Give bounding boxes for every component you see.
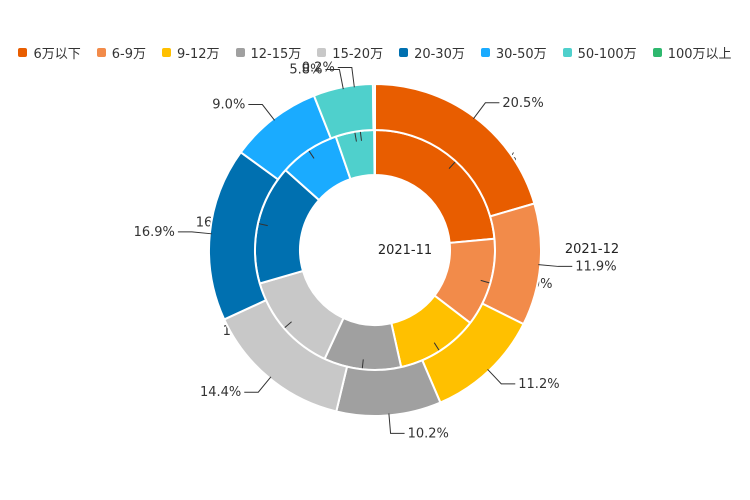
outer-ring-labels: 20.5% 11.9% 11.2% 10.2% 14.4% 16.9% 9.0% 5.8%0.… — [134, 60, 617, 441]
legend-item[interactable]: 50-100万 — [562, 43, 637, 62]
legend-item[interactable]: 6-9万 — [96, 43, 146, 62]
outer-leader-line — [177, 231, 212, 235]
inner-ring-name: 2021-11 — [378, 243, 432, 258]
outer-ring-name: 2021-12 — [565, 242, 619, 257]
outer-data-label: 20.5% — [502, 96, 543, 111]
outer-leader-line — [538, 264, 573, 267]
legend-label: 20-30万 — [414, 46, 465, 62]
legend-item[interactable]: 20-30万 — [399, 43, 465, 62]
outer-data-label: 11.2% — [518, 377, 559, 392]
outer-leader-line — [487, 368, 516, 385]
legend-item[interactable]: 30-50万 — [480, 43, 547, 62]
legend-label: 12-15万 — [250, 46, 302, 62]
legend-label: 15-20万 — [332, 46, 384, 62]
legend-item[interactable]: 12-15万 — [235, 43, 302, 62]
legend-label: 6-9万 — [111, 46, 146, 62]
legend-swatch — [96, 47, 106, 57]
legend-swatch — [399, 47, 409, 57]
legend-label: 6万以下 — [33, 46, 81, 62]
outer-data-label: 11.9% — [575, 259, 616, 274]
legend-swatch — [562, 47, 572, 57]
outer-leader-line — [472, 102, 500, 120]
legend-swatch — [162, 47, 171, 57]
legend-swatch — [235, 47, 245, 57]
outer-data-label: 5.8% — [289, 62, 322, 77]
outer-data-label: 14.4% — [200, 385, 241, 400]
outer-slice[interactable] — [371, 82, 376, 132]
legend-swatch — [317, 47, 327, 57]
legend-swatch — [480, 47, 490, 57]
inner-slice[interactable] — [373, 128, 376, 177]
legend-swatch — [18, 47, 28, 57]
outer-leader-line — [244, 376, 272, 393]
legend-label: 50-100万 — [577, 46, 637, 62]
legend-item[interactable]: 15-20万 — [317, 43, 383, 62]
inner-ring — [254, 128, 496, 371]
outer-data-label: 0.2% — [302, 60, 335, 75]
legend-item[interactable]: 100万以上 — [652, 43, 732, 62]
outer-leader-line — [248, 104, 275, 121]
legend: 6万以下 6-9万 9-12万 12-15万 15-20万 20-30万 30-50万 50-… — [0, 40, 750, 64]
outer-leader-line — [388, 413, 405, 434]
outer-data-label: 9.0% — [212, 98, 245, 113]
legend-item[interactable]: 6万以下 — [18, 43, 81, 62]
legend-label: 30-50万 — [495, 46, 547, 62]
outer-leader-line — [337, 66, 355, 88]
outer-leader-line — [325, 68, 344, 90]
outer-slice[interactable] — [335, 358, 442, 417]
legend-item[interactable]: 9-12万 — [162, 43, 220, 62]
legend-swatch — [652, 47, 662, 57]
legend-label: 9-12万 — [177, 46, 220, 62]
outer-ring — [208, 82, 542, 417]
legend-label: 100万以上 — [667, 46, 732, 62]
outer-data-label: 16.9% — [134, 225, 175, 240]
outer-data-label: 10.2% — [408, 426, 449, 441]
